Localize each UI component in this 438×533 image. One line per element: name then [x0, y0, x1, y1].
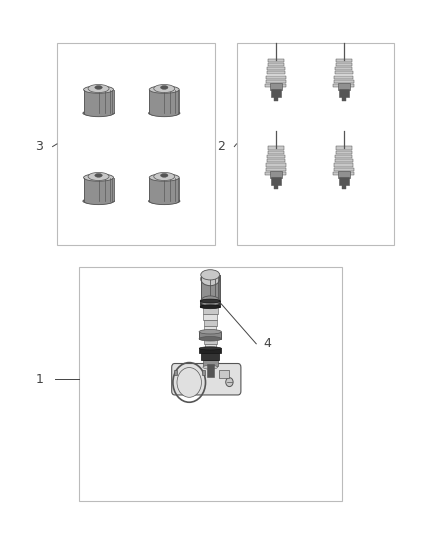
Bar [336, 147, 352, 150]
Bar [274, 185, 278, 189]
Ellipse shape [83, 110, 114, 116]
Bar [336, 63, 352, 66]
Bar [334, 164, 353, 167]
Ellipse shape [201, 296, 220, 306]
Bar [205, 326, 216, 332]
Ellipse shape [88, 172, 109, 181]
Ellipse shape [83, 198, 114, 204]
Bar [207, 364, 214, 377]
Bar [270, 171, 282, 177]
Bar [203, 360, 218, 366]
Ellipse shape [84, 197, 113, 205]
Bar [342, 98, 346, 101]
Bar [203, 314, 217, 320]
Bar [204, 320, 216, 326]
Bar [268, 63, 284, 66]
Ellipse shape [201, 272, 220, 286]
Bar [267, 67, 285, 70]
Bar [173, 370, 177, 375]
Bar [342, 185, 346, 189]
Bar [265, 84, 286, 87]
Bar [334, 168, 354, 171]
Bar [149, 177, 179, 201]
Ellipse shape [84, 109, 113, 117]
Bar [268, 151, 284, 154]
Ellipse shape [149, 86, 179, 93]
Bar [274, 98, 278, 101]
Bar [333, 84, 354, 87]
Bar [335, 67, 353, 70]
Bar [266, 80, 286, 83]
Ellipse shape [95, 173, 102, 177]
Text: 2: 2 [217, 140, 225, 153]
Bar [336, 151, 352, 154]
Ellipse shape [149, 197, 179, 205]
Ellipse shape [160, 85, 168, 90]
Text: 1: 1 [35, 373, 43, 386]
Bar [271, 177, 281, 185]
Bar [334, 80, 354, 83]
Bar [201, 275, 220, 301]
Bar [84, 90, 113, 113]
Bar [335, 159, 353, 163]
Bar [265, 172, 286, 175]
Bar [339, 89, 349, 98]
Bar [266, 76, 286, 79]
Bar [266, 164, 286, 167]
Bar [338, 171, 350, 177]
Bar [267, 155, 285, 158]
Bar [334, 76, 353, 79]
Bar [335, 71, 353, 75]
Ellipse shape [84, 86, 113, 93]
Bar [333, 172, 354, 175]
Ellipse shape [200, 299, 220, 303]
Circle shape [177, 368, 201, 397]
Ellipse shape [199, 336, 221, 341]
Circle shape [226, 377, 233, 386]
Bar [84, 177, 113, 201]
FancyBboxPatch shape [172, 364, 241, 395]
Bar [267, 159, 285, 163]
Bar [338, 83, 350, 90]
Ellipse shape [84, 174, 113, 181]
Bar [268, 59, 284, 62]
Bar [205, 344, 216, 349]
Bar [219, 370, 229, 378]
Bar [199, 332, 221, 339]
Bar [203, 307, 218, 314]
Bar [202, 370, 205, 375]
Ellipse shape [149, 109, 179, 117]
Bar [268, 147, 284, 150]
Ellipse shape [149, 174, 179, 181]
Ellipse shape [200, 305, 220, 309]
Bar [266, 168, 286, 171]
Bar [57, 43, 215, 245]
Bar [267, 71, 285, 75]
Bar [201, 353, 219, 360]
Ellipse shape [203, 365, 218, 369]
Bar [335, 155, 353, 158]
Bar [237, 43, 394, 245]
Ellipse shape [160, 173, 168, 177]
Bar [149, 90, 179, 113]
Bar [270, 83, 282, 90]
Bar [204, 339, 217, 344]
Bar [200, 301, 220, 307]
Ellipse shape [201, 270, 220, 280]
Bar [199, 349, 221, 353]
Ellipse shape [148, 110, 180, 116]
Ellipse shape [95, 85, 102, 90]
Ellipse shape [88, 84, 109, 93]
Bar [271, 89, 281, 98]
Ellipse shape [148, 198, 180, 204]
Bar [79, 266, 342, 501]
Ellipse shape [199, 329, 221, 334]
Bar [339, 177, 349, 185]
Ellipse shape [154, 84, 175, 93]
Text: 4: 4 [263, 337, 271, 350]
Bar [336, 59, 352, 62]
Text: 3: 3 [35, 140, 43, 153]
Ellipse shape [199, 347, 221, 350]
Ellipse shape [154, 172, 175, 181]
